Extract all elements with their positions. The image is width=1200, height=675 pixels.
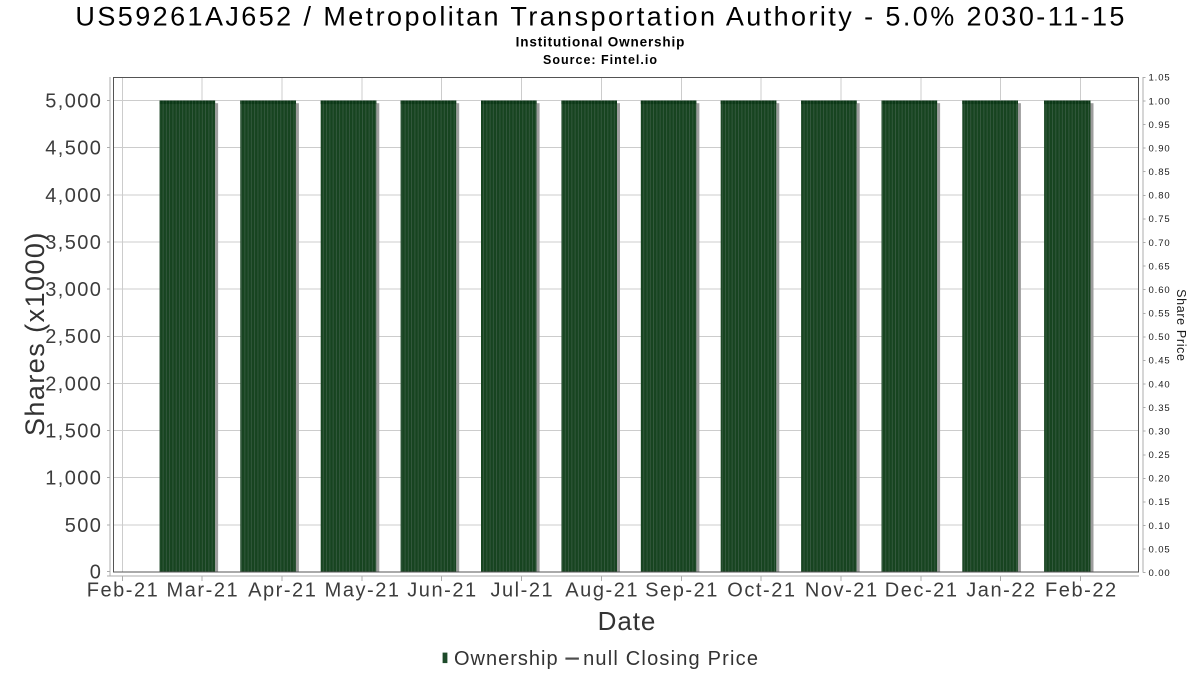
svg-text:0.75: 0.75 bbox=[1149, 214, 1171, 225]
svg-text:4,500: 4,500 bbox=[45, 138, 102, 160]
svg-text:1,500: 1,500 bbox=[45, 420, 102, 442]
svg-text:May-21: May-21 bbox=[325, 580, 401, 602]
svg-text:Apr-21: Apr-21 bbox=[248, 580, 317, 602]
svg-text:0.70: 0.70 bbox=[1149, 238, 1171, 249]
svg-text:0.30: 0.30 bbox=[1149, 426, 1171, 437]
svg-text:2,000: 2,000 bbox=[45, 373, 102, 395]
svg-text:0.45: 0.45 bbox=[1149, 356, 1171, 367]
svg-text:Mar-21: Mar-21 bbox=[167, 580, 240, 602]
svg-text:Feb-21: Feb-21 bbox=[87, 580, 160, 602]
svg-text:0.80: 0.80 bbox=[1149, 191, 1171, 202]
svg-text:Ownership: Ownership bbox=[454, 648, 559, 670]
svg-text:0.60: 0.60 bbox=[1149, 285, 1171, 296]
svg-text:0: 0 bbox=[90, 561, 103, 583]
svg-text:4,000: 4,000 bbox=[45, 185, 102, 207]
svg-text:Nov-21: Nov-21 bbox=[805, 580, 879, 602]
svg-text:1.00: 1.00 bbox=[1149, 96, 1171, 107]
svg-text:0.00: 0.00 bbox=[1149, 568, 1171, 579]
svg-text:1,000: 1,000 bbox=[45, 468, 102, 490]
svg-text:Jun-21: Jun-21 bbox=[407, 580, 477, 602]
svg-text:Feb-22: Feb-22 bbox=[1045, 580, 1118, 602]
svg-text:null Closing Price: null Closing Price bbox=[583, 648, 759, 670]
svg-text:0.10: 0.10 bbox=[1149, 521, 1171, 532]
svg-text:Jan-22: Jan-22 bbox=[966, 580, 1036, 602]
svg-text:0.95: 0.95 bbox=[1149, 120, 1171, 131]
svg-text:5,000: 5,000 bbox=[45, 91, 102, 113]
svg-text:0.15: 0.15 bbox=[1149, 497, 1171, 508]
svg-text:Oct-21: Oct-21 bbox=[727, 580, 796, 602]
svg-text:2,500: 2,500 bbox=[45, 326, 102, 348]
svg-text:0.50: 0.50 bbox=[1149, 332, 1171, 343]
svg-text:Share Price: Share Price bbox=[1174, 289, 1188, 361]
svg-text:500: 500 bbox=[65, 515, 103, 537]
svg-text:0.85: 0.85 bbox=[1149, 167, 1171, 178]
svg-text:0.55: 0.55 bbox=[1149, 309, 1171, 320]
svg-text:Source: Fintel.io: Source: Fintel.io bbox=[543, 53, 658, 67]
svg-text:1.05: 1.05 bbox=[1149, 73, 1171, 84]
svg-text:0.20: 0.20 bbox=[1149, 474, 1171, 485]
svg-text:Shares (x1000): Shares (x1000) bbox=[20, 231, 50, 436]
svg-text:0.65: 0.65 bbox=[1149, 261, 1171, 272]
svg-text:0.40: 0.40 bbox=[1149, 379, 1171, 390]
svg-text:Institutional Ownership: Institutional Ownership bbox=[516, 34, 686, 49]
svg-text:Sep-21: Sep-21 bbox=[645, 580, 719, 602]
svg-text:3,000: 3,000 bbox=[45, 279, 102, 301]
svg-text:3,500: 3,500 bbox=[45, 232, 102, 254]
svg-text:0.90: 0.90 bbox=[1149, 143, 1171, 154]
svg-text:Jul-21: Jul-21 bbox=[490, 580, 554, 602]
svg-text:0.25: 0.25 bbox=[1149, 450, 1171, 461]
svg-text:US59261AJ652 / Metropolitan Tr: US59261AJ652 / Metropolitan Transportati… bbox=[75, 2, 1126, 32]
svg-text:0.05: 0.05 bbox=[1149, 544, 1171, 555]
svg-text:Aug-21: Aug-21 bbox=[565, 580, 639, 602]
svg-text:Date: Date bbox=[598, 606, 657, 636]
svg-text:0.35: 0.35 bbox=[1149, 403, 1171, 414]
svg-text:Dec-21: Dec-21 bbox=[885, 580, 959, 602]
